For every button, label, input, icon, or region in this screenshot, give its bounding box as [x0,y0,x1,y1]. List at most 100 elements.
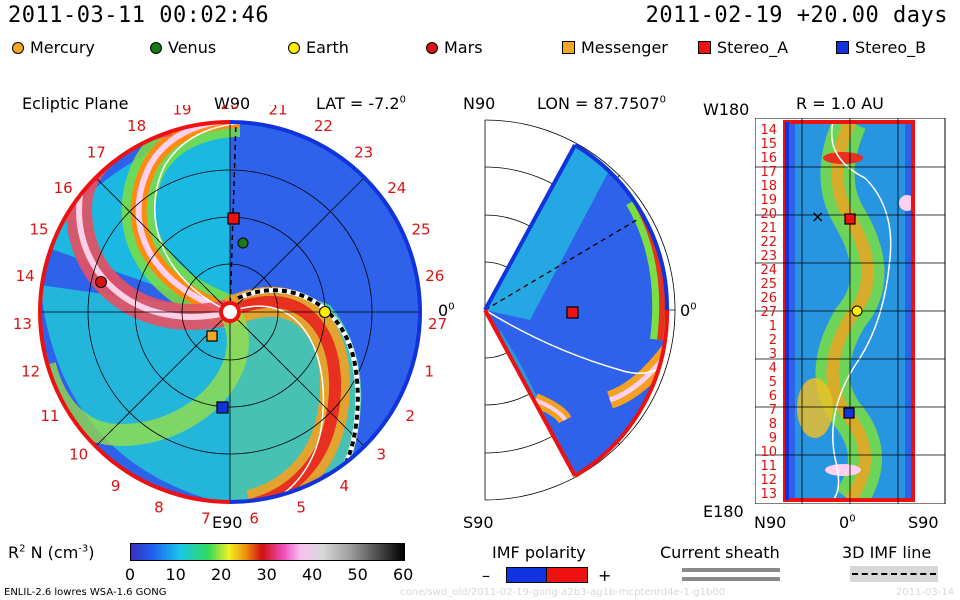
carrington-row-label: 1 [769,319,777,334]
colorbar-tick-label: 0 [124,565,136,584]
stereo-a-marker-icon [698,41,711,54]
colorbar-label: R2 N (cm-3) [8,543,95,562]
carrington-label: 14 [16,267,35,285]
cme-front-white [236,287,361,467]
carrington-row-label: 15 [760,137,777,152]
radius-map-plot: × 14151617181920212223242526271234567891… [755,118,946,504]
carrington-label: 6 [249,510,259,525]
carrington-label: 2 [405,407,415,425]
meridional-cyan-region [485,145,620,320]
imf-plus-label: + [598,566,612,585]
carrington-label: 8 [154,499,164,517]
colorbar-tick-label: 10 [165,565,186,584]
carrington-row-label: 14 [760,123,777,138]
messenger-marker-icon [562,41,575,54]
date-footer: 2011-03-14 [896,587,955,598]
carrington-label: 4 [340,477,350,495]
map-density-peak [899,195,913,211]
carrington-label: 3 [377,446,387,464]
stereo-b-marker [843,407,855,419]
carrington-label: 19 [172,105,191,119]
carrington-row-label: 23 [760,249,777,264]
map-density-peak [823,152,863,164]
imf-minus-label: – [482,566,490,585]
colorbar-tick-label: 20 [211,565,232,584]
map-density-peak [797,378,833,438]
colorbar-tick-label: 30 [256,565,277,584]
meridional-stream [534,398,567,422]
map-grid [755,118,945,504]
meridional-zero-label: 00 [680,301,697,320]
venus-marker-icon [150,42,162,54]
carrington-label: 7 [201,510,211,525]
wedge-arc-bottom-border [573,309,670,478]
lat-label: LAT = -7.20 [316,94,406,113]
carrington-row-label: 19 [760,193,777,208]
legend-earth: Earth [288,38,349,57]
radius-label: R = 1.0 AU [796,94,884,113]
carrington-label: 22 [314,117,333,135]
sheath-legend-line [682,568,780,572]
carrington-row-label: 2 [769,333,777,348]
imf-positive-swatch [546,567,588,583]
carrington-row-label: 6 [769,389,777,404]
carrington-label: 9 [111,477,121,495]
carrington-row-label: 21 [760,221,777,236]
lat-axis-s90: S90 [908,513,939,532]
legend-stereo-a: Stereo_A [698,38,788,57]
legend-mercury: Mercury [12,38,95,57]
imf-3d-legend-line [852,573,936,575]
carrington-label: 24 [387,179,406,197]
mercury-marker-icon [12,42,24,54]
stereo-b-marker [216,401,229,414]
wedge-arc-top-border [573,143,670,311]
current-sheath-curve [153,122,251,313]
carrington-label: 16 [54,179,73,197]
stereo-a-marker [844,213,856,225]
earth-marker [319,306,331,318]
carrington-label: 10 [69,446,88,464]
n90-label: N90 [463,94,496,113]
wedge-bottom-border [483,309,577,477]
carrington-row-label: 16 [760,151,777,166]
w180-label: W180 [703,100,750,119]
earth-projection-mark: × [811,207,824,226]
carrington-row-label: 25 [760,277,777,292]
carrington-label: 18 [127,117,146,135]
carrington-label: 15 [29,221,48,239]
carrington-row-label: 5 [769,375,777,390]
sheath-legend-line [682,577,780,581]
stereo-b-marker-icon [836,41,849,54]
colorbar-tick-label: 40 [302,565,323,584]
carrington-label: 26 [425,267,444,285]
legend-mars: Mars [426,38,483,57]
current-sheath-curve [485,309,668,375]
carrington-row-label: 9 [769,431,777,446]
ecliptic-plane-title: Ecliptic Plane [22,94,129,113]
carrington-row-label: 12 [760,473,777,488]
e90-label: E90 [212,513,243,532]
current-sheath-title: Current sheath [660,543,780,562]
ecliptic-right-border [229,120,422,504]
stereo-a-marker [227,212,240,225]
carrington-row-labels: 1415161718192021222324252627123456789101… [760,123,777,502]
imf-polarity-title: IMF polarity [492,543,586,562]
meridional-plane-plot [483,119,676,501]
stereo-a-marker [566,306,579,319]
run-datetime: 2011-02-19 +20.00 days [645,3,948,28]
ecliptic-cyan-region [40,285,230,502]
messenger-marker [206,330,218,342]
carrington-row-label: 18 [760,179,777,194]
carrington-row-label: 27 [760,305,777,320]
density-colorbar [130,543,405,561]
carrington-label: 27 [428,315,447,333]
imf-negative-swatch [506,567,548,583]
lon-label: LON = 87.75070 [537,94,667,113]
carrington-row-label: 4 [769,361,777,376]
carrington-label: 13 [13,315,32,333]
carrington-row-label: 7 [769,403,777,418]
carrington-row-label: 22 [760,235,777,250]
carrington-row-label: 13 [760,487,777,502]
sun-icon [219,301,241,323]
colorbar-tick-label: 60 [393,565,414,584]
